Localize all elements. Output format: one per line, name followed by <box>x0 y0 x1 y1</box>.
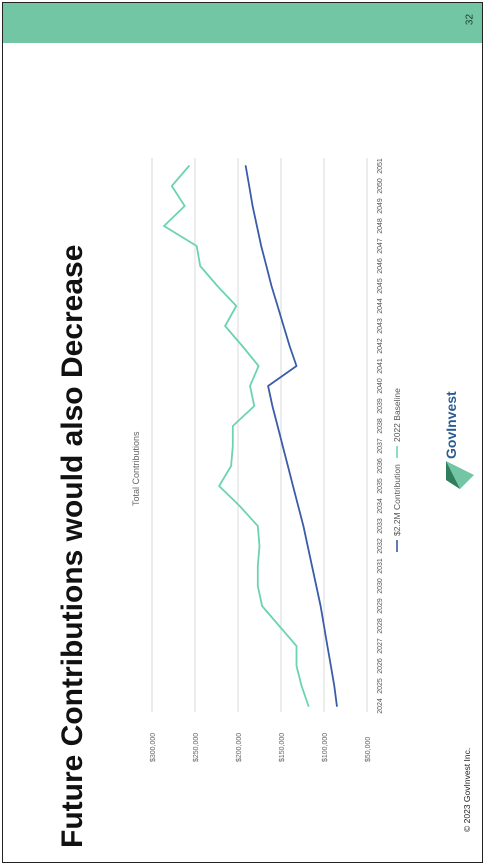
x-tick-label: 2037 <box>377 438 384 454</box>
x-tick-label: 2031 <box>377 558 384 574</box>
x-tick-label: 2046 <box>377 258 384 274</box>
logo-wordmark: GovInvest <box>443 391 459 459</box>
x-tick-label: 2043 <box>377 318 384 334</box>
x-tick-label: 2051 <box>377 158 384 174</box>
x-tick-label: 2050 <box>377 178 384 194</box>
x-tick-label: 2030 <box>377 578 384 594</box>
x-tick-label: 2048 <box>377 218 384 234</box>
x-tick-label: 2033 <box>377 518 384 534</box>
x-tick-label: 2025 <box>377 678 384 694</box>
x-tick-label: 2040 <box>377 378 384 394</box>
x-tick-label: 2035 <box>377 478 384 494</box>
y-tick-label: $200,000 <box>236 733 243 762</box>
x-tick-label: 2038 <box>377 418 384 434</box>
y-tick-label: $100,000 <box>322 733 329 762</box>
x-tick-label: 2027 <box>377 638 384 654</box>
series-line-contribution <box>244 165 338 707</box>
x-tick-label: 2029 <box>377 598 384 614</box>
chart-title: Total Contributions <box>131 431 141 506</box>
chart-plot-area: $50,000 $100,000 $150,000 $200,000 $250,000 $… <box>150 158 384 762</box>
x-tick-label: 2047 <box>377 238 384 254</box>
x-tick-label: 2041 <box>377 358 384 374</box>
y-tick-label: $250,000 <box>193 733 200 762</box>
y-tick-label: $150,000 <box>279 733 286 762</box>
x-tick-label: 2042 <box>377 338 384 354</box>
x-tick-label: 2045 <box>377 278 384 294</box>
series-line-baseline <box>163 165 310 707</box>
x-tick-label: 2026 <box>377 658 384 674</box>
govinvest-logo: GovInvest <box>443 391 474 489</box>
y-tick-label: $50,000 <box>365 737 372 762</box>
logo-mark-shade-icon <box>446 461 460 489</box>
x-tick-label: 2028 <box>377 618 384 634</box>
x-tick-label: 2039 <box>377 398 384 414</box>
chart-legend: $2.2M Contribution 2022 Baseline <box>392 388 402 552</box>
legend-label-baseline: 2022 Baseline <box>392 388 402 442</box>
legend-label-contribution: $2.2M Contribution <box>392 464 402 536</box>
slide-title: Future Contributions would also Decrease <box>56 245 89 848</box>
header-bar <box>3 3 482 43</box>
x-tick-label: 2044 <box>377 298 384 314</box>
copyright-text: © 2023 GovInvest Inc. <box>462 748 472 832</box>
x-tick-label: 2036 <box>377 458 384 474</box>
y-tick-label: $300,000 <box>150 733 157 762</box>
x-tick-label: 2032 <box>377 538 384 554</box>
x-tick-label: 2024 <box>377 698 384 714</box>
x-tick-label: 2049 <box>377 198 384 214</box>
x-tick-label: 2034 <box>377 498 384 514</box>
